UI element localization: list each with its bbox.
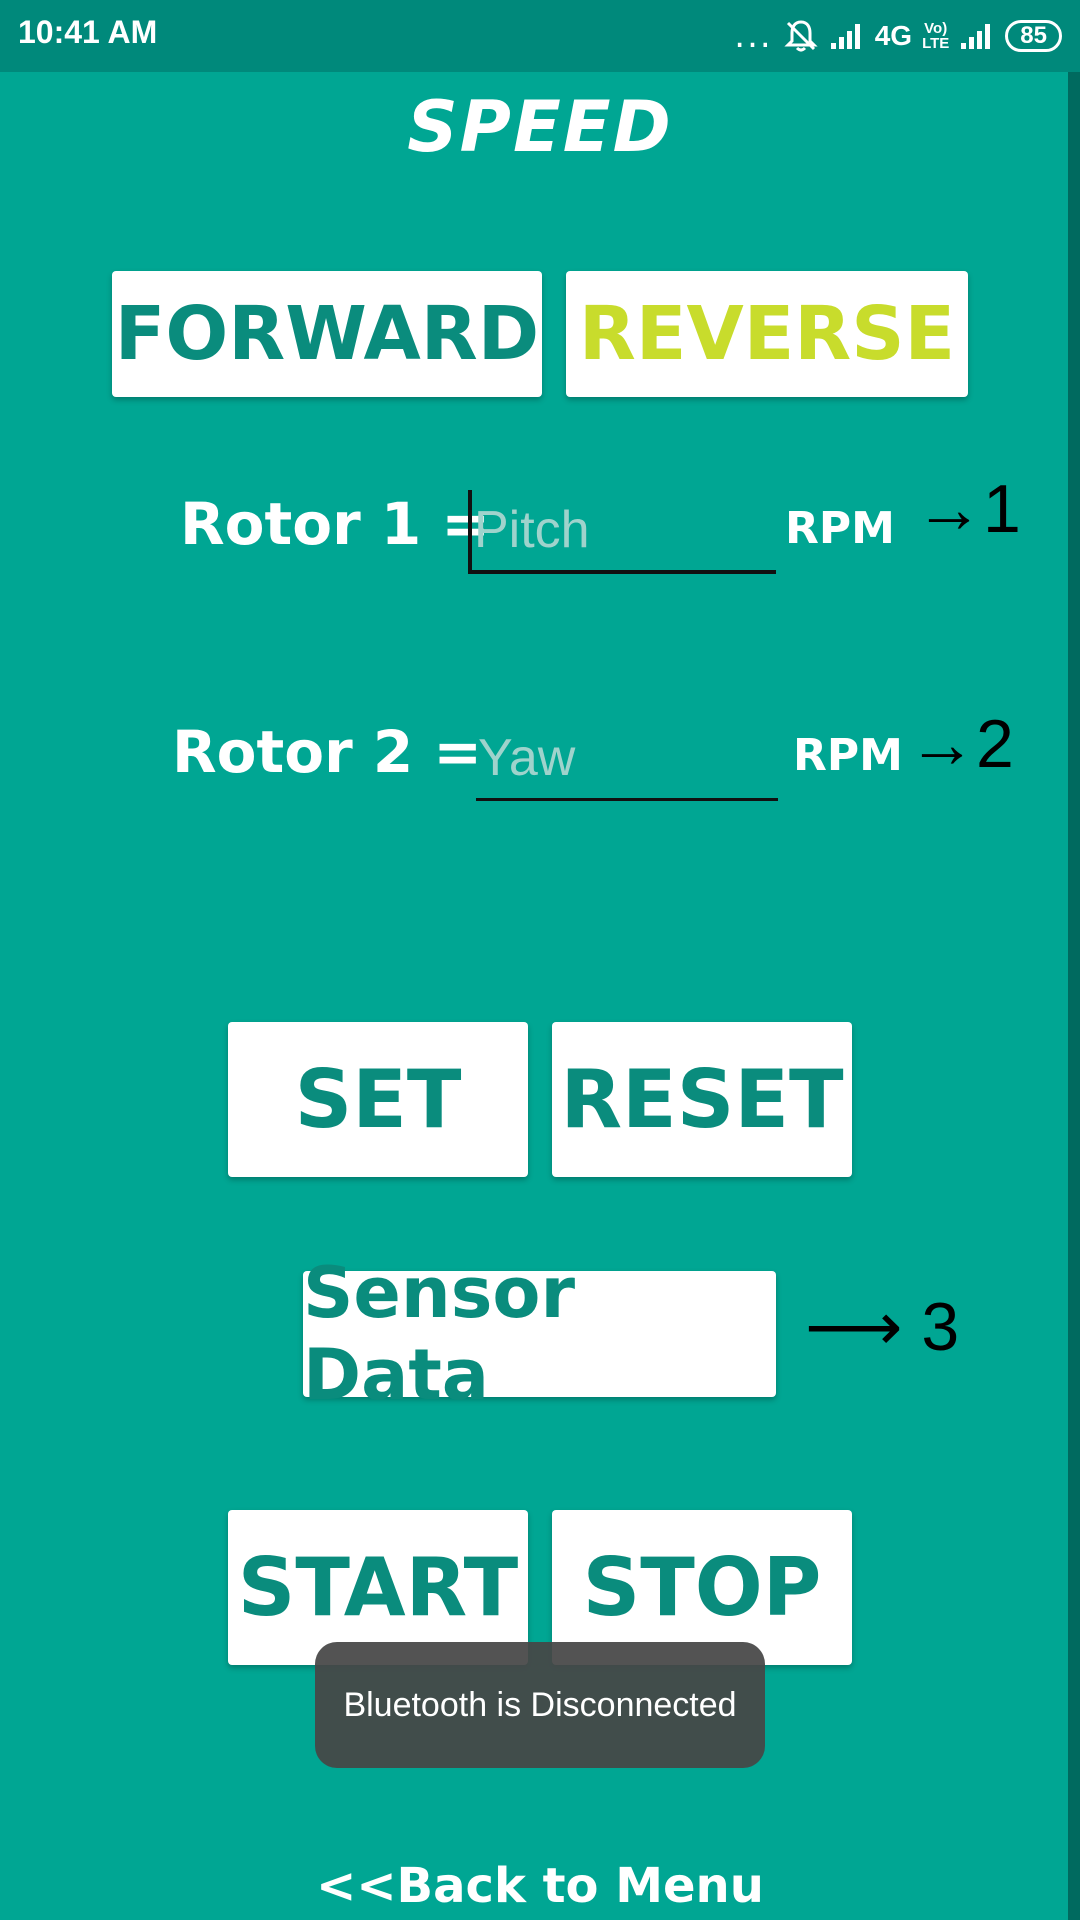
reset-button[interactable]: RESET bbox=[552, 1022, 852, 1177]
reverse-button[interactable]: REVERSE bbox=[566, 271, 968, 397]
forward-button[interactable]: FORWARD bbox=[112, 271, 542, 397]
rotor2-rpm-unit: RPM bbox=[793, 730, 903, 781]
bluetooth-toast: Bluetooth is Disconnected bbox=[315, 1642, 765, 1768]
back-to-menu-link[interactable]: <<Back to Menu bbox=[316, 1858, 764, 1914]
rotor2-label: Rotor 2 = bbox=[172, 718, 483, 786]
rotor1-rpm-unit: RPM bbox=[785, 503, 895, 554]
rotor2-yaw-input[interactable] bbox=[476, 718, 778, 801]
annotation-1: →1 bbox=[915, 471, 1021, 547]
bell-off-icon bbox=[784, 20, 818, 52]
set-button[interactable]: SET bbox=[228, 1022, 528, 1177]
rotor1-pitch-input[interactable] bbox=[468, 490, 776, 574]
volte-top-label: Vo) bbox=[924, 20, 948, 37]
stop-button[interactable]: STOP bbox=[552, 1510, 852, 1665]
more-notifications-icon: ... bbox=[734, 16, 773, 56]
scroll-indicator[interactable] bbox=[1068, 72, 1080, 1920]
signal-strength-2-icon bbox=[961, 24, 991, 49]
rotor1-label: Rotor 1 = bbox=[180, 490, 491, 558]
battery-icon: 85 bbox=[1005, 20, 1062, 52]
status-time: 10:41 AM bbox=[18, 14, 158, 50]
network-type-label: 4G bbox=[874, 20, 913, 51]
annotation-2: →2 bbox=[908, 706, 1014, 782]
page-title: SPEED bbox=[407, 86, 673, 168]
volte-icon: Vo) LTE bbox=[922, 21, 949, 51]
start-button[interactable]: START bbox=[228, 1510, 528, 1665]
sensor-data-button[interactable]: Sensor Data bbox=[303, 1252, 776, 1416]
status-bar: 10:41 AM ... 4G Vo) LTE bbox=[0, 0, 1080, 72]
volte-bottom-label: LTE bbox=[922, 35, 950, 52]
annotation-3: ⟶ 3 bbox=[805, 1289, 960, 1365]
signal-strength-icon bbox=[830, 24, 860, 49]
status-icons: ... 4G Vo) LTE 85 bbox=[734, 16, 1062, 56]
